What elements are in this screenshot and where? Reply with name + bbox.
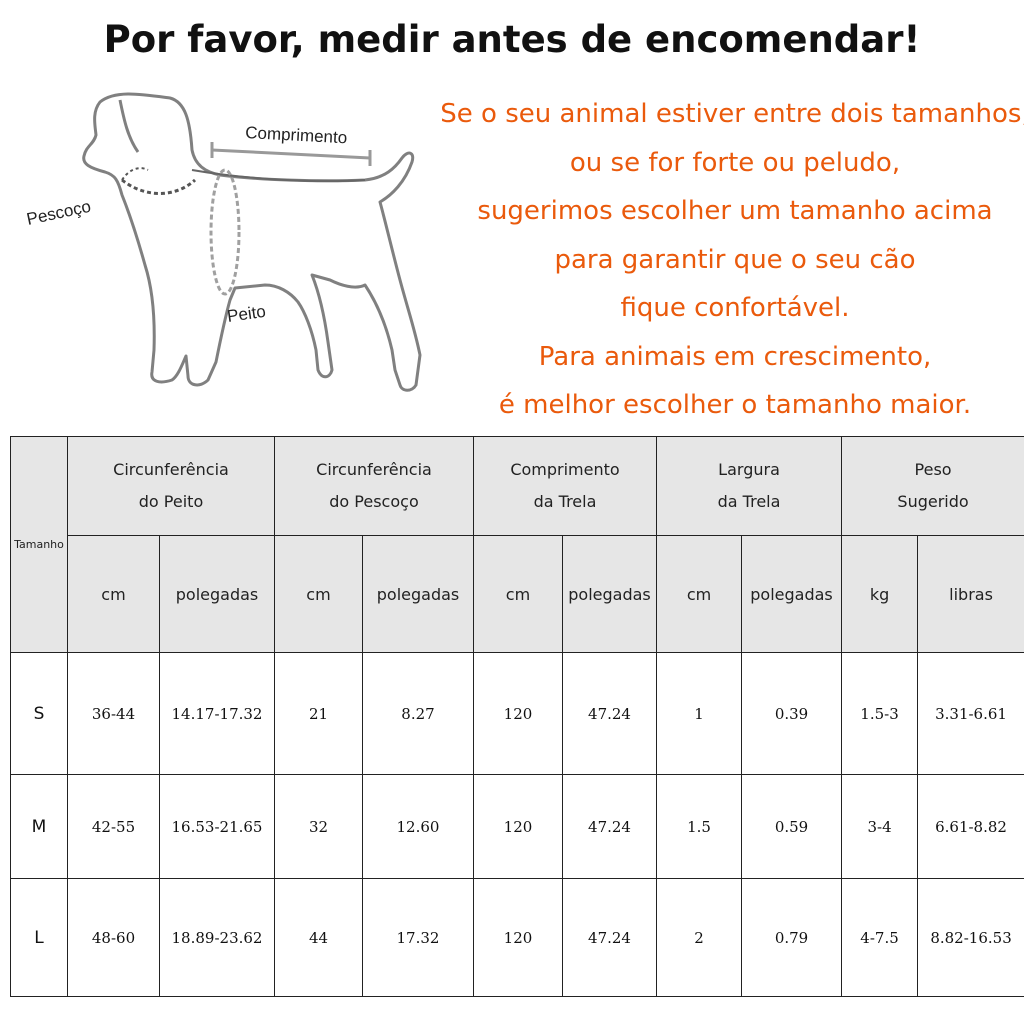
table-row: M 42-55 16.53-21.65 32 12.60 120 47.24 1…	[10, 774, 1024, 879]
size-chart-table: Tamanho Circunferência do Peito Circunfer…	[10, 436, 1024, 997]
group-header-line: Peso	[914, 460, 952, 479]
size-label: S	[10, 652, 68, 775]
group-header-line: Circunferência	[316, 460, 432, 479]
advice-line: Para animais em crescimento,	[538, 341, 932, 372]
table-cell: 17.32	[362, 878, 474, 997]
group-header-weight: Peso Sugerido	[841, 436, 1024, 536]
advice-line: para garantir que o seu cão	[554, 244, 916, 275]
table-cell: 4-7.5	[841, 878, 919, 997]
group-header-line: da Trela	[533, 492, 597, 511]
table-cell: 0.79	[741, 878, 843, 997]
advice-line: Se o seu animal estiver entre dois taman…	[440, 99, 1024, 129]
size-label: M	[10, 774, 68, 879]
leash-line	[191, 169, 366, 183]
unit-header: polegadas	[561, 535, 658, 653]
unit-header: cm	[473, 535, 563, 653]
table-cell: 0.59	[741, 774, 843, 879]
table-cell: 44	[274, 878, 363, 997]
dog-measurement-diagram: Comprimento Pescoço Peito	[25, 92, 422, 392]
advice-line: ou se for forte ou peludo,	[569, 147, 901, 178]
table-cell: 0.39	[741, 652, 843, 775]
table-cell: 3-4	[841, 774, 919, 879]
table-cell: 6.61-8.82	[917, 774, 1024, 879]
table-row: L 48-60 18.89-23.62 44 17.32 120 47.24 2…	[10, 878, 1024, 997]
group-header-line: Circunferência	[113, 460, 229, 479]
group-header-line: do Peito	[138, 492, 204, 511]
unit-header: cm	[274, 535, 363, 653]
group-header-line: Comprimento	[510, 460, 620, 479]
table-cell: 48-60	[67, 878, 160, 997]
group-header-line: da Trela	[717, 492, 781, 511]
length-label: Comprimento	[245, 123, 348, 147]
table-cell: 47.24	[561, 774, 658, 879]
unit-header: polegadas	[741, 535, 843, 653]
size-header: Tamanho	[14, 538, 64, 551]
neck-label: Pescoço	[25, 197, 93, 229]
table-cell: 47.24	[561, 878, 658, 997]
sizing-advice: Se o seu animal estiver entre dois taman…	[440, 90, 1024, 430]
table-cell: 14.17-17.32	[159, 652, 275, 775]
table-cell: 32	[274, 774, 363, 879]
table-cell: 1.5-3	[841, 652, 919, 775]
table-cell: 3.31-6.61	[917, 652, 1024, 775]
dog-outline	[82, 92, 422, 392]
table-cell: 42-55	[67, 774, 160, 879]
page-title: Por favor, medir antes de encomendar!	[103, 18, 921, 61]
unit-header: kg	[841, 535, 919, 653]
table-cell: 47.24	[561, 652, 658, 775]
table-cell: 120	[473, 878, 563, 997]
advice-line: é melhor escolher o tamanho maior.	[498, 390, 972, 420]
group-header-line: do Pescoço	[329, 492, 419, 511]
table-cell: 36-44	[67, 652, 160, 775]
group-header-leash-width: Largura da Trela	[656, 436, 843, 536]
table-cell: 120	[473, 774, 563, 879]
size-header-cell: Tamanho	[10, 436, 68, 653]
table-cell: 12.60	[362, 774, 474, 879]
group-header-leash-length: Comprimento da Trela	[472, 436, 658, 536]
chest-label: Peito	[226, 302, 267, 326]
table-cell: 120	[473, 652, 563, 775]
table-cell: 8.82-16.53	[917, 878, 1024, 997]
chest-loop	[209, 168, 241, 296]
table-cell: 16.53-21.65	[159, 774, 275, 879]
unit-header: polegadas	[159, 535, 275, 653]
table-cell: 2	[656, 878, 743, 997]
table-cell: 1.5	[656, 774, 743, 879]
group-header-neck: Circunferência do Pescoço	[274, 436, 474, 536]
group-header-chest: Circunferência do Peito	[67, 436, 275, 536]
length-measure-bar	[210, 142, 372, 166]
advice-line: sugerimos escolher um tamanho acima	[477, 196, 993, 226]
unit-header: libras	[917, 535, 1024, 653]
table-cell: 18.89-23.62	[159, 878, 275, 997]
unit-header: polegadas	[362, 535, 474, 653]
neck-strap	[121, 178, 197, 195]
advice-line: fique confortável.	[620, 293, 850, 323]
group-header-line: Largura	[718, 460, 780, 479]
neck-strap-back	[121, 167, 149, 181]
unit-header: cm	[656, 535, 743, 653]
group-header-line: Sugerido	[897, 492, 969, 511]
unit-header: cm	[67, 535, 160, 653]
table-cell: 8.27	[362, 652, 474, 775]
table-cell: 21	[274, 652, 363, 775]
table-row: S 36-44 14.17-17.32 21 8.27 120 47.24 1 …	[10, 652, 1024, 775]
size-label: L	[10, 878, 68, 997]
dog-ear	[118, 99, 140, 153]
table-cell: 1	[656, 652, 743, 775]
